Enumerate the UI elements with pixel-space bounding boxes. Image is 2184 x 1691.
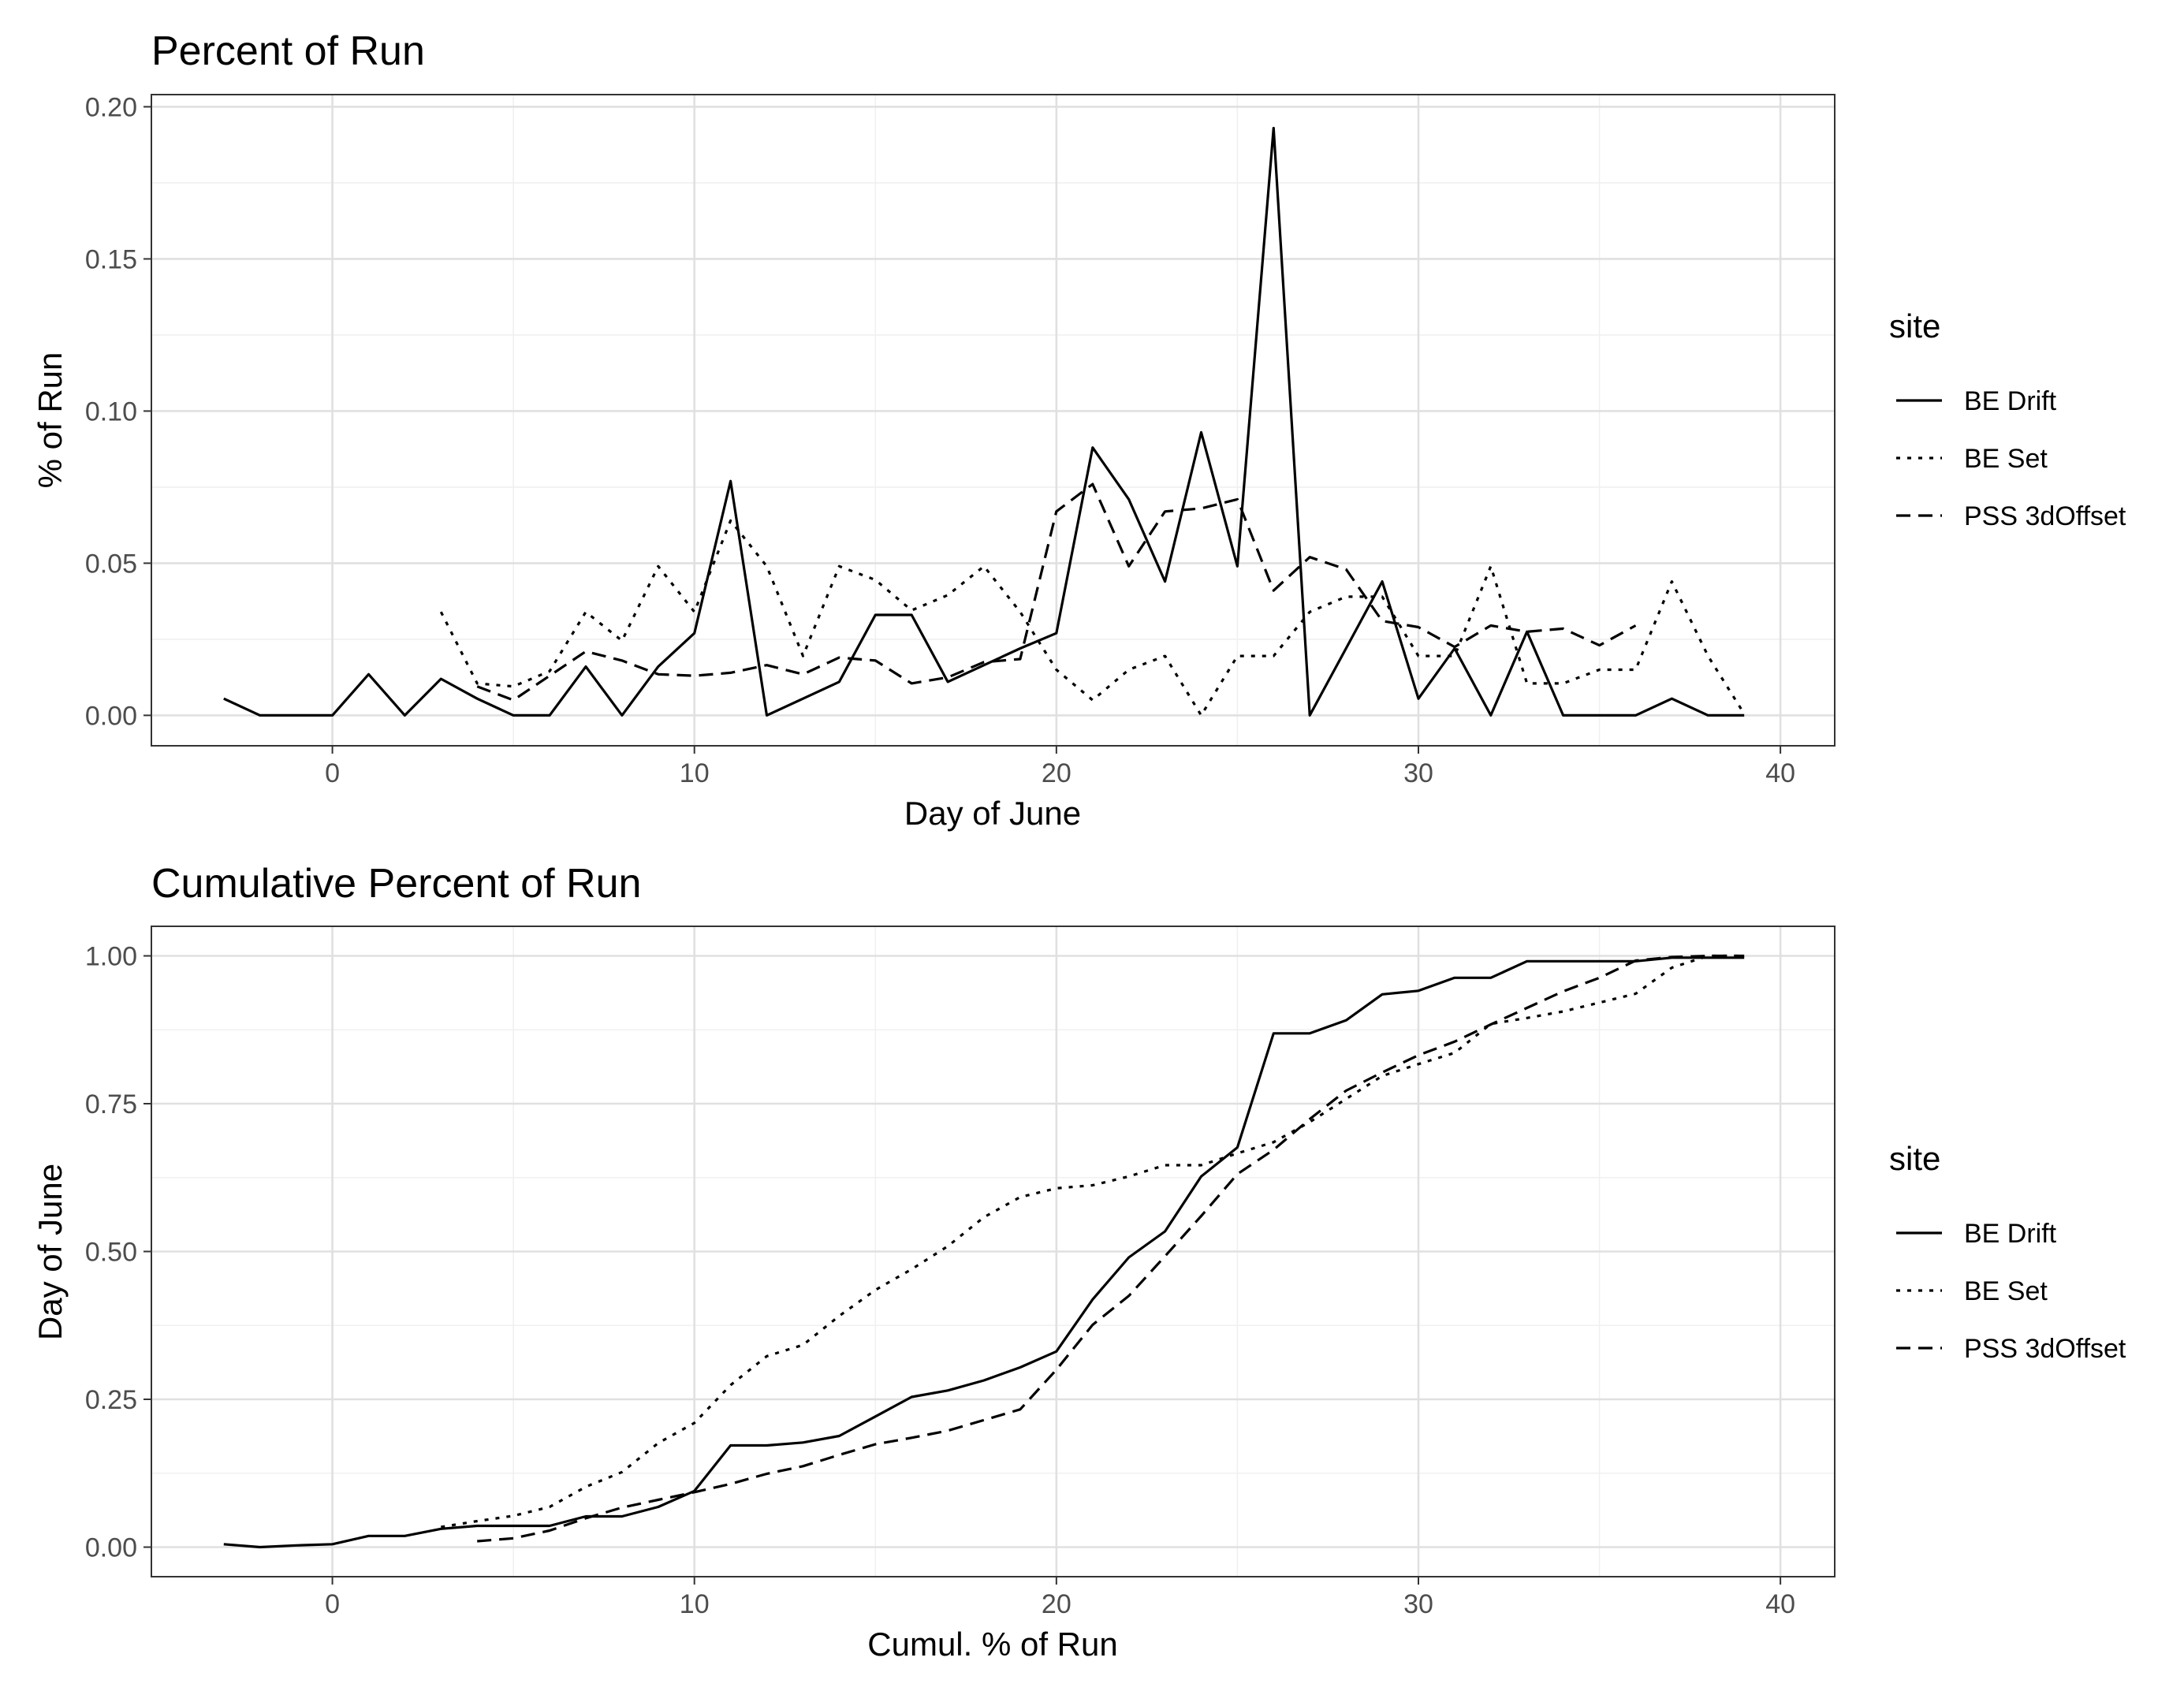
legend-label: PSS 3dOffset — [1964, 501, 2126, 531]
series-line-pss-3doffset — [477, 954, 1745, 1543]
minor-gridlines — [151, 926, 1835, 1577]
x-axis-label: Day of June — [904, 795, 1081, 832]
y-axis-ticks: 0.00 0.05 0.10 0.15 0.20 — [85, 92, 151, 731]
legend-title: site — [1889, 1140, 1940, 1177]
x-tick-label: 10 — [680, 1589, 710, 1619]
y-tick-label: 0.75 — [85, 1089, 137, 1119]
series-line-be-drift — [223, 956, 1745, 1549]
panel-border — [151, 94, 1836, 747]
y-tick-label: 0.50 — [85, 1238, 137, 1268]
y-axis-label: % of Run — [32, 352, 69, 489]
legend-label: BE Set — [1964, 1276, 2048, 1306]
y-tick-label: 0.15 — [85, 244, 137, 274]
y-tick-label: 0.25 — [85, 1385, 137, 1415]
x-tick-label: 30 — [1403, 1589, 1433, 1619]
x-tick-label: 40 — [1765, 1589, 1795, 1619]
x-tick-label: 20 — [1042, 1589, 1072, 1619]
minor-gridlines — [151, 95, 1835, 746]
y-tick-label: 0.20 — [85, 92, 137, 122]
x-tick-label: 30 — [1403, 758, 1433, 788]
series-line-pss-3doffset — [476, 482, 1637, 702]
major-gridlines — [151, 95, 1835, 746]
major-gridlines — [151, 926, 1835, 1577]
chart-percent-of-run: Percent of Run 0 10 20 30 40 0.00 0.05 0.10 0.1… — [32, 28, 2126, 832]
x-tick-label: 0 — [325, 1589, 340, 1619]
x-tick-label: 40 — [1765, 758, 1795, 788]
legend-label: PSS 3dOffset — [1964, 1334, 2126, 1364]
y-tick-label: 0.10 — [85, 397, 137, 426]
series-line-be-set — [439, 519, 1746, 717]
x-axis-ticks: 0 10 20 30 40 — [325, 1577, 1795, 1619]
series-lines — [223, 954, 1745, 1549]
legend-label: BE Set — [1964, 444, 2048, 474]
series-line-be-drift — [223, 126, 1745, 717]
y-axis-label: Day of June — [32, 1164, 69, 1340]
y-tick-label: 0.00 — [85, 1533, 137, 1563]
y-tick-label: 1.00 — [85, 942, 137, 972]
x-tick-label: 0 — [325, 758, 340, 788]
x-axis-label: Cumul. % of Run — [867, 1626, 1117, 1663]
x-axis-ticks: 0 10 20 30 40 — [325, 746, 1795, 788]
legend-label: BE Drift — [1964, 386, 2057, 416]
legend-label: BE Drift — [1964, 1219, 2057, 1249]
chart-title: Percent of Run — [151, 28, 425, 74]
y-tick-label: 0.05 — [85, 549, 137, 579]
x-tick-label: 10 — [680, 758, 710, 788]
x-tick-label: 20 — [1042, 758, 1072, 788]
legend: site BE Drift BE Set PSS 3dOffset — [1889, 1140, 2126, 1364]
y-tick-label: 0.00 — [85, 701, 137, 731]
y-axis-ticks: 0.00 0.25 0.50 0.75 1.00 — [85, 942, 151, 1563]
series-lines — [223, 126, 1746, 717]
legend-title: site — [1889, 307, 1940, 345]
chart-title: Cumulative Percent of Run — [151, 861, 641, 907]
chart-cumulative-percent-of-run: Cumulative Percent of Run 0 10 20 30 40 0.00… — [32, 861, 2126, 1663]
series-line-be-set — [441, 954, 1745, 1529]
legend: site BE Drift BE Set PSS 3dOffset — [1889, 307, 2126, 531]
